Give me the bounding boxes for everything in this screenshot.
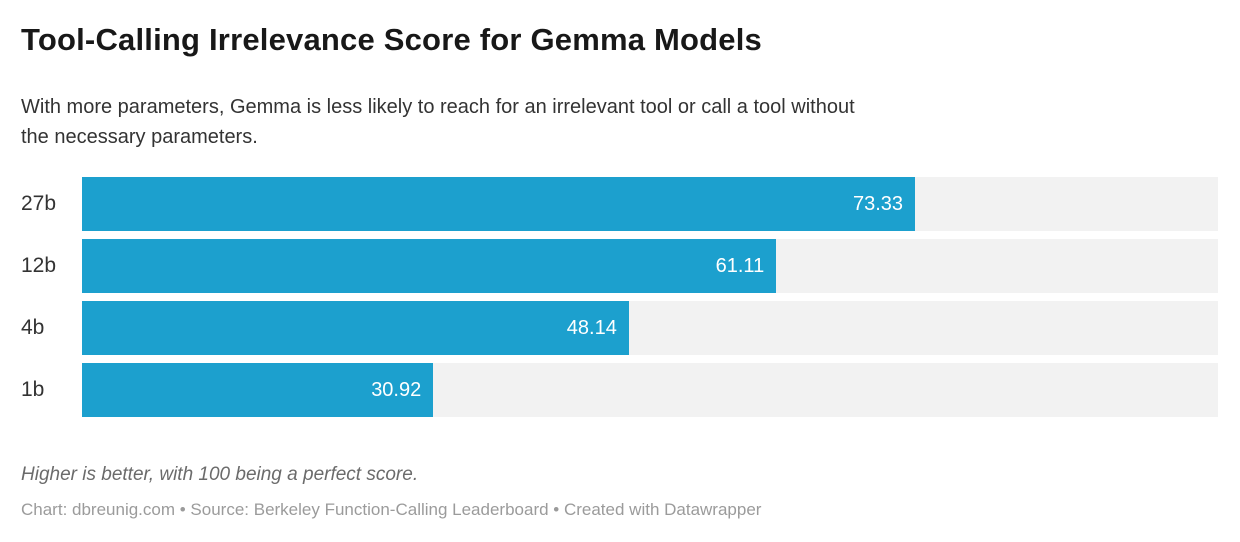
bar-row: 1b 30.92 [21,363,1218,417]
bar-track: 30.92 [82,363,1218,417]
bar-track: 73.33 [82,177,1218,231]
chart-note: Higher is better, with 100 being a perfe… [21,464,419,485]
bar-row: 27b 73.33 [21,177,1218,231]
value-label: 30.92 [371,378,422,401]
bar: 30.92 [82,363,434,417]
value-label: 61.11 [715,254,765,277]
category-label: 4b [21,316,45,339]
bar: 73.33 [82,177,916,231]
bar: 48.14 [82,301,629,355]
bar-row: 4b 48.14 [21,301,1218,355]
bar-track: 48.14 [82,301,1218,355]
category-label: 12b [21,254,57,277]
chart-subtitle-line: the necessary parameters. [21,126,258,148]
chart-subtitle: With more parameters, Gemma is less like… [21,92,1218,152]
bar-row: 12b 61.11 [21,239,1218,293]
bar: 61.11 [82,239,777,293]
bar-chart: 27b 73.33 12b 61.11 4b 48.14 1b 30.92 [21,177,1218,417]
chart-header: Tool-Calling Irrelevance Score for Gemma… [21,0,1218,152]
category-label: 27b [21,192,57,215]
value-label: 73.33 [852,192,904,215]
bar-track: 61.11 [82,239,1218,293]
category-label: 1b [21,378,45,401]
value-label: 48.14 [566,316,617,339]
chart-attribution: Chart: dbreunig.com • Source: Berkeley F… [21,500,762,519]
chart-title: Tool-Calling Irrelevance Score for Gemma… [21,22,762,57]
chart-subtitle-line: With more parameters, Gemma is less like… [21,96,855,118]
